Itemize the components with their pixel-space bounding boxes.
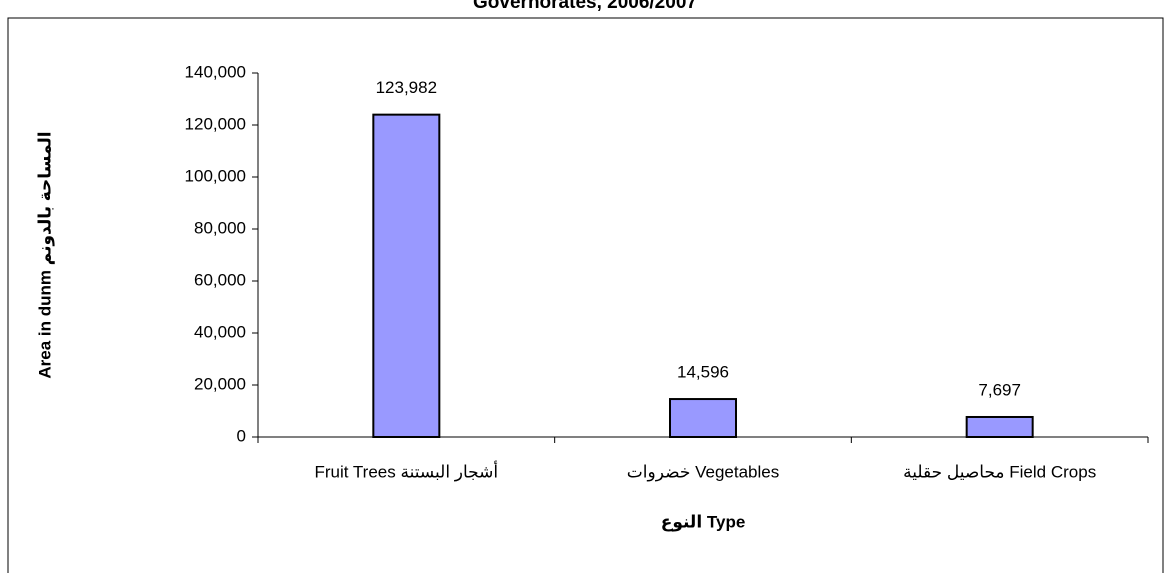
y-tick-label: 60,000	[194, 270, 246, 289]
data-label: 123,982	[376, 78, 437, 97]
x-axis-label: النوع Type	[661, 512, 746, 532]
y-tick-label: 40,000	[194, 322, 246, 341]
x-tick-label: Fruit Trees أشجار البستنة	[315, 460, 499, 481]
data-label: 14,596	[677, 363, 729, 382]
bar	[669, 398, 737, 439]
bar	[372, 113, 441, 439]
y-tick-label: 80,000	[194, 218, 246, 237]
data-label: 7,697	[978, 380, 1021, 399]
x-tick-label: خضروات Vegetables	[627, 462, 779, 481]
bar	[965, 415, 1034, 438]
y-tick-label: 100,000	[185, 166, 246, 185]
y-tick-label: 140,000	[185, 62, 246, 81]
y-tick-label: 0	[237, 426, 246, 445]
chart-title: Governorates, 2006/2007	[473, 0, 697, 13]
y-tick-label: 20,000	[194, 374, 246, 393]
y-tick-label: 120,000	[185, 114, 246, 133]
chart-frame	[7, 17, 1164, 573]
x-tick-label: محاصيل حقلية Field Crops	[903, 462, 1096, 481]
y-axis-label: Area in dunm المساحة بالدونم	[35, 131, 55, 378]
